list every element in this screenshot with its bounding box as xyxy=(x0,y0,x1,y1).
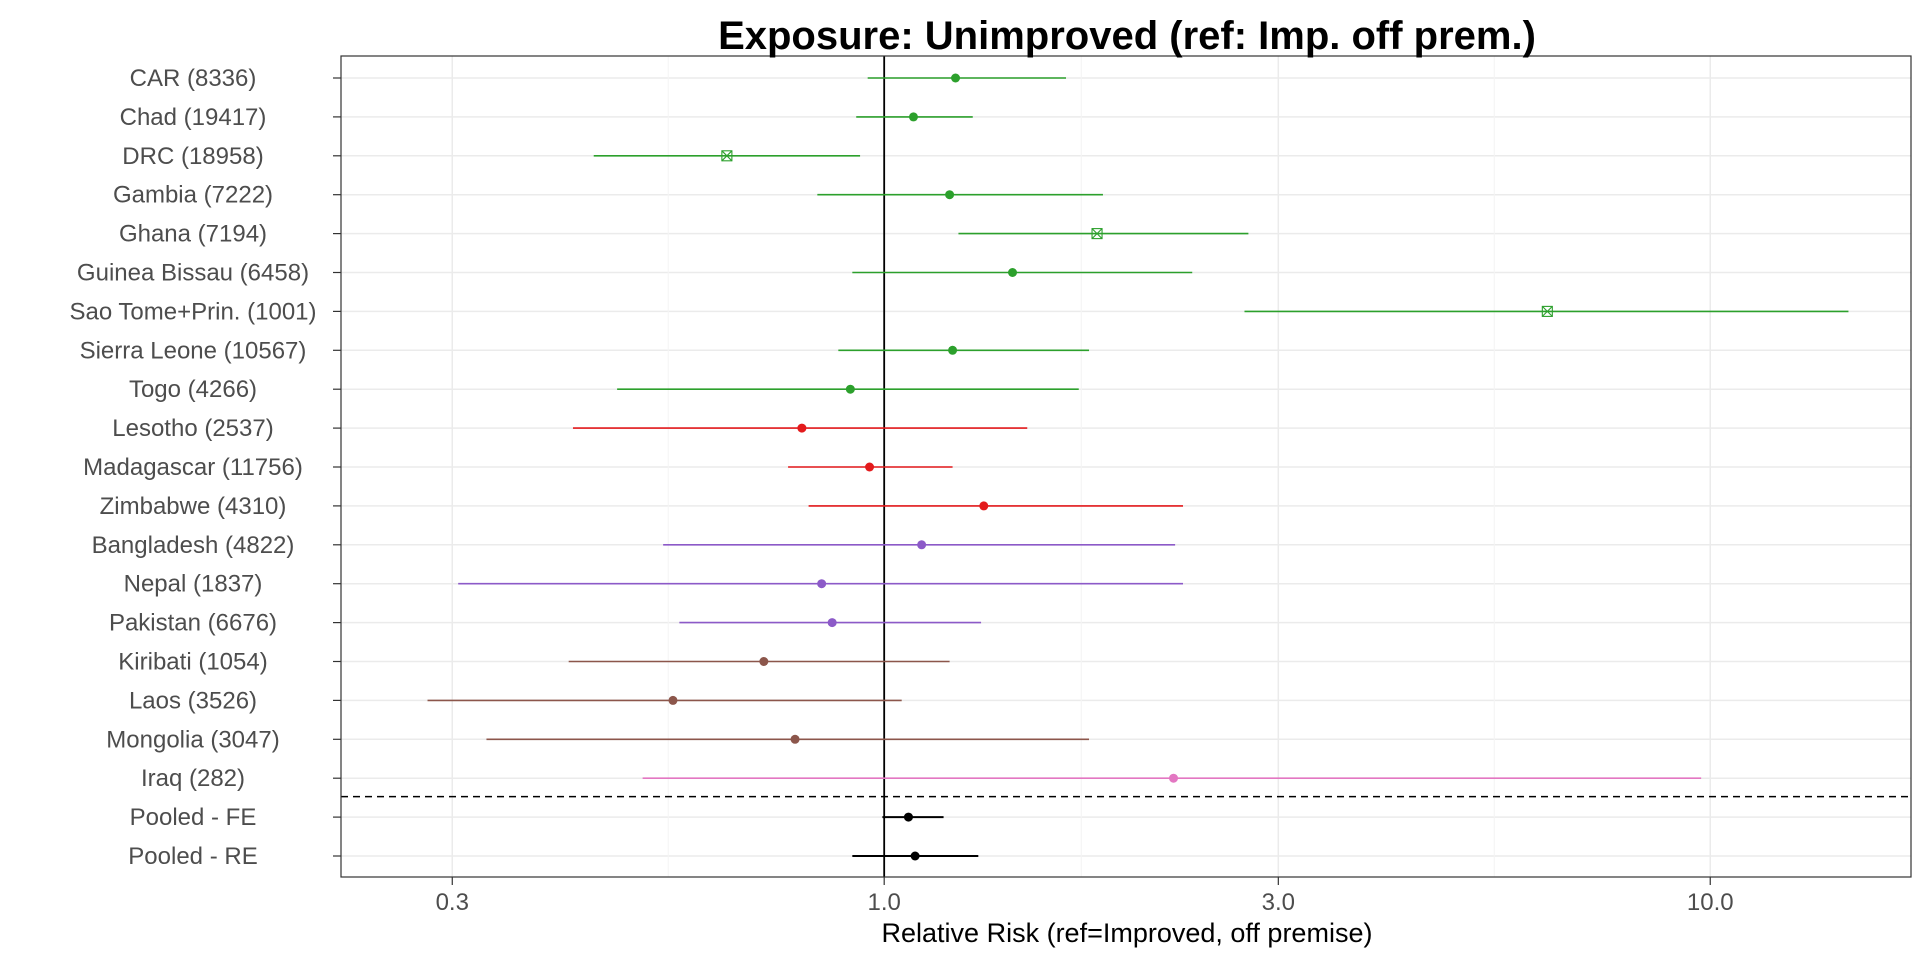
estimate-point xyxy=(910,851,920,861)
row-label: Iraq (282) xyxy=(141,765,245,792)
estimate-point xyxy=(827,618,837,628)
estimate-point xyxy=(917,540,927,550)
x-tick-label: 0.3 xyxy=(436,889,469,916)
x-tick-label: 1.0 xyxy=(868,889,901,916)
x-axis-ticks: 0.3 1.0 3.0 10.0 xyxy=(436,877,1734,916)
estimate-point xyxy=(903,812,913,822)
estimate-point xyxy=(979,501,989,511)
row-label: Chad (19417) xyxy=(120,104,267,131)
estimate-row xyxy=(427,695,902,705)
estimate-row xyxy=(958,228,1249,240)
estimate-row xyxy=(593,150,861,162)
estimate-row xyxy=(852,851,979,861)
estimate-row xyxy=(572,423,1028,433)
estimate-point xyxy=(759,657,769,666)
estimate-row xyxy=(486,734,1090,744)
x-tick-label: 10.0 xyxy=(1687,889,1734,916)
estimate-point xyxy=(845,384,855,394)
row-label: Togo (4266) xyxy=(129,376,257,403)
row-label: Sierra Leone (10567) xyxy=(80,337,307,364)
row-label: Sao Tome+Prin. (1001) xyxy=(69,298,316,325)
estimate-point xyxy=(948,345,958,355)
estimate-row xyxy=(867,73,1067,83)
estimate-row xyxy=(808,501,1183,511)
estimate-point xyxy=(1169,773,1179,783)
estimate-point xyxy=(945,190,955,200)
estimate-row xyxy=(788,462,953,472)
estimate-marker-x xyxy=(721,150,733,162)
estimate-row xyxy=(852,268,1193,277)
estimate-row xyxy=(856,112,973,122)
estimate-marker-x xyxy=(721,150,733,162)
row-label: DRC (18958) xyxy=(122,143,263,170)
row-label: Nepal (1837) xyxy=(124,571,263,598)
row-label: Pooled - RE xyxy=(128,843,257,870)
estimate-point xyxy=(817,579,827,589)
row-label: Zimbabwe (4310) xyxy=(100,493,287,520)
estimates-layer xyxy=(427,73,1849,861)
estimate-marker-x xyxy=(1541,306,1553,317)
estimate-row xyxy=(679,618,982,628)
estimate-point xyxy=(951,73,961,83)
row-labels: CAR (8336) Chad (19417) DRC (18958) Gambia … xyxy=(69,65,341,870)
estimate-point xyxy=(790,734,800,744)
estimate-row xyxy=(663,540,1176,550)
estimate-row xyxy=(458,579,1183,589)
estimate-row xyxy=(882,812,944,822)
row-label: Lesotho (2537) xyxy=(112,415,273,442)
x-axis-label: Relative Risk (ref=Improved, off premise… xyxy=(882,918,1373,948)
row-label: Gambia (7222) xyxy=(113,182,273,209)
row-label: Bangladesh (4822) xyxy=(92,532,295,559)
estimate-point xyxy=(1008,268,1018,277)
estimate-marker-x xyxy=(1541,305,1553,317)
estimate-row xyxy=(817,190,1103,200)
row-label: Pooled - FE xyxy=(130,804,257,831)
row-label: Ghana (7194) xyxy=(119,221,267,248)
row-label: Kiribati (1054) xyxy=(118,649,267,676)
estimate-marker-x xyxy=(1091,228,1103,239)
estimate-point xyxy=(797,423,807,433)
row-label: Laos (3526) xyxy=(129,687,257,714)
row-label: Pakistan (6676) xyxy=(109,610,277,637)
chart-title: Exposure: Unimproved (ref: Imp. off prem… xyxy=(718,14,1536,58)
estimate-point xyxy=(908,112,918,122)
row-label: Guinea Bissau (6458) xyxy=(77,260,309,287)
estimate-row xyxy=(1244,305,1849,317)
estimate-row xyxy=(617,384,1079,394)
row-label: Madagascar (11756) xyxy=(83,454,303,481)
estimate-row xyxy=(838,345,1090,355)
estimate-row xyxy=(568,657,950,666)
estimate-point xyxy=(865,462,875,472)
row-label: Mongolia (3047) xyxy=(106,726,279,753)
estimate-marker-x xyxy=(1091,228,1103,240)
x-tick-label: 3.0 xyxy=(1262,889,1295,916)
row-label: CAR (8336) xyxy=(130,65,257,92)
estimate-point xyxy=(668,695,678,705)
estimate-row xyxy=(642,773,1702,783)
